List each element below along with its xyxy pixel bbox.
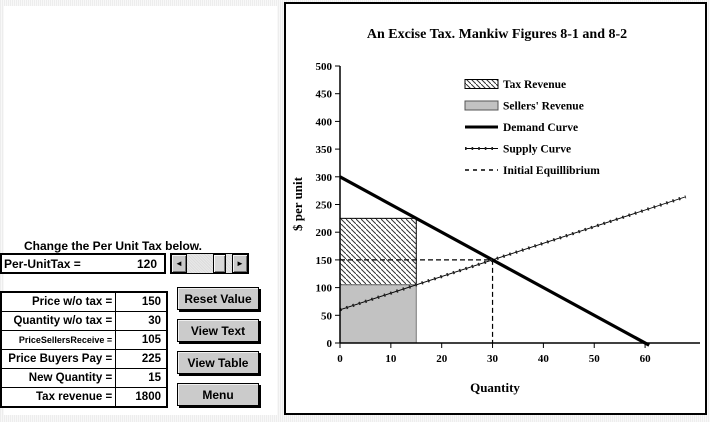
table-row: PriceSellersReceive = 105 xyxy=(0,330,168,350)
y-tick-label: 50 xyxy=(321,310,333,322)
legend-swatch-tax-revenue xyxy=(464,79,499,89)
y-tick-label: 400 xyxy=(316,116,333,128)
table-row: Price w/o tax = 150 xyxy=(0,291,168,312)
legend-label: Initial Equillibrium xyxy=(503,165,600,177)
y-tick-label: 300 xyxy=(316,172,333,184)
per-unit-tax-cell: Per-UnitTax = 120 xyxy=(0,253,166,274)
x-axis-title: Quantity xyxy=(470,380,520,395)
y-tick-label: 350 xyxy=(316,144,333,156)
legend-label: Sellers' Revenue xyxy=(503,101,584,113)
legend-label: Supply Curve xyxy=(503,144,571,156)
x-tick-label: 40 xyxy=(538,353,550,365)
row-value: 15 xyxy=(115,368,168,388)
row-value: 30 xyxy=(115,311,168,331)
legend-swatch-sellers-revenue xyxy=(464,100,499,111)
scroll-thumb[interactable] xyxy=(213,254,227,273)
y-tick-label: 450 xyxy=(316,89,333,101)
y-tick-label: 150 xyxy=(316,255,333,267)
row-value: 105 xyxy=(115,330,168,350)
reset-value-button[interactable]: Reset Value xyxy=(177,287,259,310)
scroll-track[interactable] xyxy=(187,254,232,273)
table-row: Price Buyers Pay = 225 xyxy=(0,349,168,369)
values-table: Price w/o tax = 150 Quantity w/o tax = 30 Pr… xyxy=(0,291,168,408)
row-label: Quantity w/o tax = xyxy=(0,311,117,331)
tax-revenue-area xyxy=(339,217,417,286)
row-value: 225 xyxy=(115,349,168,369)
y-tick-label: 500 xyxy=(316,61,333,73)
table-row: Tax revenue = 1800 xyxy=(0,387,168,408)
view-table-button[interactable]: View Table xyxy=(177,351,259,374)
panel-heading: Change the Per Unit Tax below. xyxy=(23,239,203,253)
excise-tax-chart: An Excise Tax. Mankiw Figures 8-1 and 8-… xyxy=(290,27,700,395)
view-text-button[interactable]: View Text xyxy=(177,319,259,342)
row-label: Price Buyers Pay = xyxy=(0,349,117,369)
menu-button[interactable]: Menu xyxy=(177,383,259,406)
x-tick-label: 50 xyxy=(589,353,601,365)
chart-panel: An Excise Tax. Mankiw Figures 8-1 and 8-… xyxy=(284,2,707,415)
row-label: Tax revenue = xyxy=(0,387,117,408)
left-arrow-icon: ◄ xyxy=(175,258,183,268)
x-tick-label: 60 xyxy=(640,353,652,365)
supply-curve-markers xyxy=(339,195,687,312)
row-label: New Quantity = xyxy=(0,368,117,388)
x-tick-label: 10 xyxy=(385,353,397,365)
y-tick-label: 100 xyxy=(316,283,333,295)
demand-curve-line xyxy=(339,175,650,347)
x-tick-label: 0 xyxy=(337,353,343,365)
y-tick-label: 250 xyxy=(316,200,333,212)
tax-scrollbar[interactable]: ◄ ► xyxy=(170,253,249,274)
scroll-left-button[interactable]: ◄ xyxy=(171,254,187,273)
table-row: New Quantity = 15 xyxy=(0,368,168,388)
row-value: 150 xyxy=(115,291,168,312)
right-arrow-icon: ► xyxy=(236,258,244,268)
y-tick-label: 200 xyxy=(316,227,333,239)
legend-label: Demand Curve xyxy=(503,122,578,134)
button-column: Reset Value View Text View Table Menu xyxy=(177,287,259,415)
control-panel: Change the Per Unit Tax below. Per-UnitT… xyxy=(0,0,284,422)
y-axis-title: $ per unit xyxy=(290,176,305,231)
x-tick-label: 30 xyxy=(487,353,499,365)
legend-label: Tax Revenue xyxy=(503,79,566,91)
sellers-revenue-area xyxy=(339,284,417,344)
y-tick-label: 0 xyxy=(327,338,333,350)
scroll-right-button[interactable]: ► xyxy=(232,254,248,273)
row-value: 1800 xyxy=(115,387,168,408)
table-row: Quantity w/o tax = 30 xyxy=(0,311,168,331)
row-label: PriceSellersReceive = xyxy=(0,330,117,350)
row-label: Price w/o tax = xyxy=(0,291,117,312)
per-unit-tax-label: Per-UnitTax = xyxy=(4,256,81,271)
per-unit-tax-value: 120 xyxy=(136,256,157,271)
chart-title: An Excise Tax. Mankiw Figures 8-1 and 8-… xyxy=(367,27,627,42)
x-tick-label: 20 xyxy=(436,353,448,365)
